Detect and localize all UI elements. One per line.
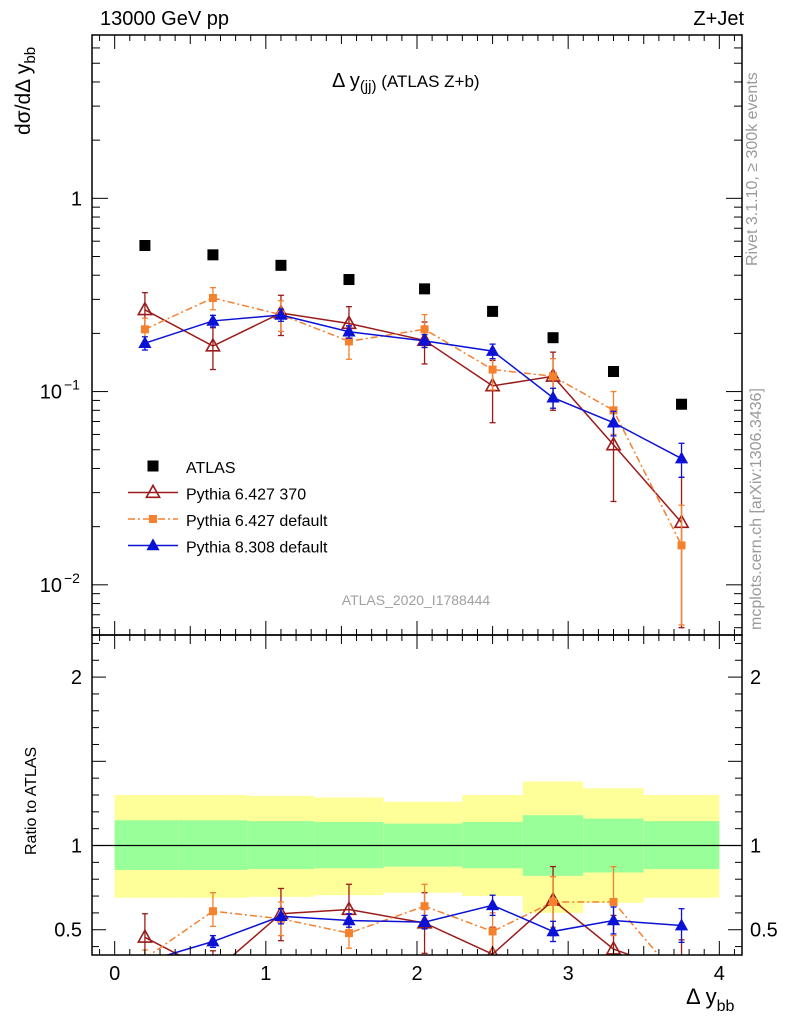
ratio-pythia-6-427-370-point — [206, 966, 219, 978]
x-tick-label: 2 — [411, 963, 422, 985]
main-pythia-6-427-default-point — [549, 372, 558, 381]
main-y-axis-label: dσ/dΔ ybb — [12, 47, 39, 135]
legend-marker — [146, 538, 160, 551]
legend-label: Pythia 8.308 default — [186, 540, 328, 557]
rivet-version-label: Rivet 3.1.10, ≥ 300k events — [744, 72, 761, 266]
main-pythia-8-308-default-point — [485, 344, 500, 356]
main-pythia-6-427-370-point — [136, 301, 153, 316]
header-left-title: 13000 GeV pp — [100, 8, 229, 30]
ratio-pythia-8-308-default-point — [206, 934, 220, 947]
ratio-pythia-6-427-370-point — [136, 928, 153, 943]
main-pythia-8-308-default-point — [417, 333, 432, 346]
ratio-pythia-6-427-default-point — [609, 897, 618, 906]
legend-label: Pythia 6.427 default — [186, 513, 328, 530]
main-pythia-8-308-default-point — [674, 451, 689, 464]
main-atlas-point — [139, 239, 151, 251]
ratio-y-axis-label: Ratio to ATLAS — [23, 747, 40, 855]
ratio-pythia-8-308-default-point — [485, 898, 500, 911]
ratio-y-tick-label-right: 2 — [750, 667, 761, 689]
main-atlas-point — [608, 366, 620, 378]
ratio-x-axis-label: Δ ybb — [686, 984, 734, 1015]
analysis-id-label: ATLAS_2020_I1788444 — [342, 592, 491, 608]
main-pythia-6-427-370-point — [484, 377, 501, 392]
main-pythia-8-308-default-line — [144, 314, 682, 460]
ratio-pythia-8-308-default-point — [342, 913, 356, 926]
main-atlas-point — [207, 249, 219, 261]
ratio-pythia-8-308-default-point — [417, 915, 432, 927]
ratio-y-tick-label-right: 1 — [750, 836, 761, 858]
main-pythia-6-427-default-point — [609, 406, 618, 415]
main-pythia-8-308-default-point — [342, 324, 356, 337]
main-atlas-point — [547, 332, 559, 344]
ratio-pythia-6-427-default-point — [208, 907, 217, 916]
ratio-pythia-8-308-default-line — [164, 904, 682, 955]
main-pythia-6-427-default-point — [344, 337, 353, 346]
ratio-pythia-6-427-default-point — [420, 902, 429, 911]
ratio-y-tick-label-right: 0.5 — [750, 920, 778, 942]
ratio-y-tick-label: 0.5 — [54, 920, 82, 942]
main-pythia-8-308-default-point — [546, 390, 560, 403]
main-pythia-6-427-default-point — [677, 541, 686, 550]
main-y-tick-label: 1 — [71, 188, 82, 210]
ratio-y-tick-label: 1 — [71, 836, 82, 858]
ratio-pythia-8-308-default-point — [274, 909, 288, 922]
legend-label: Pythia 6.427 370 — [186, 487, 306, 504]
legend-marker — [145, 483, 161, 499]
main-pythia-6-427-370-point — [605, 436, 622, 451]
ratio-pythia-6-427-default-point — [344, 929, 353, 938]
main-pythia-8-308-default-point — [138, 336, 152, 348]
main-plot-title: Δ y(jj) (ATLAS Z+b) — [332, 70, 480, 95]
main-y-tick-label-exponent: −2 — [64, 570, 80, 586]
x-tick-label: 0 — [109, 963, 120, 985]
main-plot-area — [136, 239, 690, 629]
ratio-pythia-8-308-default-point — [546, 924, 560, 937]
ratio-pythia-6-427-370-point — [675, 966, 688, 978]
main-pythia-6-427-default-point — [420, 325, 429, 334]
main-atlas-point — [275, 259, 287, 271]
x-tick-label: 1 — [260, 963, 271, 985]
x-tick-label: 3 — [563, 963, 574, 985]
ratio-pythia-6-427-default-point — [549, 897, 558, 906]
ratio-pythia-6-427-370-point — [487, 945, 498, 955]
ratio-pythia-8-308-default-point — [144, 954, 146, 955]
main-pythia-8-308-default-point — [606, 415, 621, 428]
main-y-tick-label-exponent: −1 — [64, 377, 80, 393]
legend-marker — [147, 460, 159, 472]
main-pythia-6-427-default-point — [208, 293, 217, 302]
ratio-pythia-8-308-default-point — [674, 918, 689, 931]
main-y-tick-label: 10 — [40, 575, 62, 597]
mcplots-reference-label: mcplots.cern.ch [arXiv:1306.3436] — [748, 388, 765, 630]
main-pythia-6-427-default-point — [488, 365, 497, 374]
main-pythia-6-427-default-point — [140, 325, 149, 334]
main-atlas-point — [343, 274, 355, 286]
main-atlas-point — [419, 283, 431, 295]
main-pythia-6-427-default-line — [144, 297, 683, 546]
main-atlas-point — [487, 305, 499, 317]
x-tick-label: 4 — [714, 963, 725, 985]
ratio-pythia-6-427-default-point — [678, 978, 686, 986]
main-pythia-8-308-default-point — [274, 307, 288, 320]
main-atlas-point — [676, 398, 688, 410]
main-pythia-8-308-default-point — [206, 313, 220, 326]
ratio-y-tick-label: 2 — [71, 667, 82, 689]
main-y-tick-label: 10 — [40, 382, 62, 404]
main-pythia-6-427-370-point — [204, 337, 221, 352]
legend-label: ATLAS — [186, 460, 236, 477]
legend-marker — [149, 515, 157, 523]
ratio-pythia-6-427-default-point — [488, 927, 497, 936]
ratio-pythia-8-308-default-point — [606, 913, 621, 926]
header-right-title: Z+Jet — [693, 8, 744, 30]
